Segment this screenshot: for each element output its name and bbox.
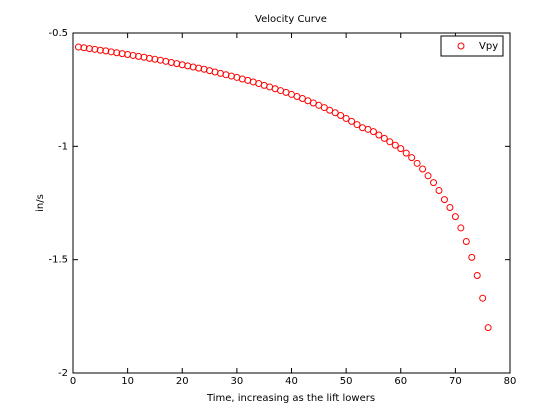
point [342, 114, 350, 122]
point [386, 138, 394, 146]
x-tick-label: 10 [121, 376, 134, 387]
point [380, 134, 388, 142]
point [402, 149, 410, 157]
point [451, 213, 459, 221]
x-axis-label: Time, increasing as the lift lowers [206, 393, 375, 404]
point [348, 117, 356, 125]
point [391, 141, 399, 149]
point [457, 224, 465, 232]
point [484, 324, 492, 332]
x-tick-label: 60 [394, 376, 407, 387]
legend-label: Vpy [479, 41, 498, 52]
legend-box [440, 35, 504, 57]
point [353, 121, 361, 129]
x-tick-label: 0 [70, 376, 76, 387]
point [369, 128, 377, 136]
point [326, 106, 334, 114]
point [413, 159, 421, 167]
x-tick-label: 20 [176, 376, 189, 387]
point [424, 172, 432, 180]
y-axis-label: in/s [35, 194, 46, 212]
y-tick-label: -0.5 [48, 28, 68, 39]
x-tick-label: 30 [231, 376, 244, 387]
point [462, 238, 470, 246]
point [430, 179, 438, 187]
point [440, 196, 448, 204]
point [397, 145, 405, 153]
legend-marker [457, 42, 465, 50]
y-tick-label: -1.5 [48, 255, 68, 266]
point [473, 272, 481, 280]
point [337, 112, 345, 120]
plot-area [72, 32, 511, 374]
point [446, 204, 454, 212]
point [419, 165, 427, 173]
point [479, 294, 487, 302]
point [320, 104, 328, 112]
x-tick-label: 80 [504, 376, 517, 387]
x-tick-label: 50 [340, 376, 353, 387]
chart-title: Velocity Curve [255, 14, 327, 25]
point [468, 253, 476, 261]
point [331, 109, 339, 117]
x-tick-label: 40 [285, 376, 298, 387]
y-tick-label: -1 [58, 141, 68, 152]
point [375, 131, 383, 139]
y-tick-label: -2 [58, 368, 68, 379]
x-tick-label: 70 [449, 376, 462, 387]
point [408, 154, 416, 162]
point [435, 187, 443, 195]
